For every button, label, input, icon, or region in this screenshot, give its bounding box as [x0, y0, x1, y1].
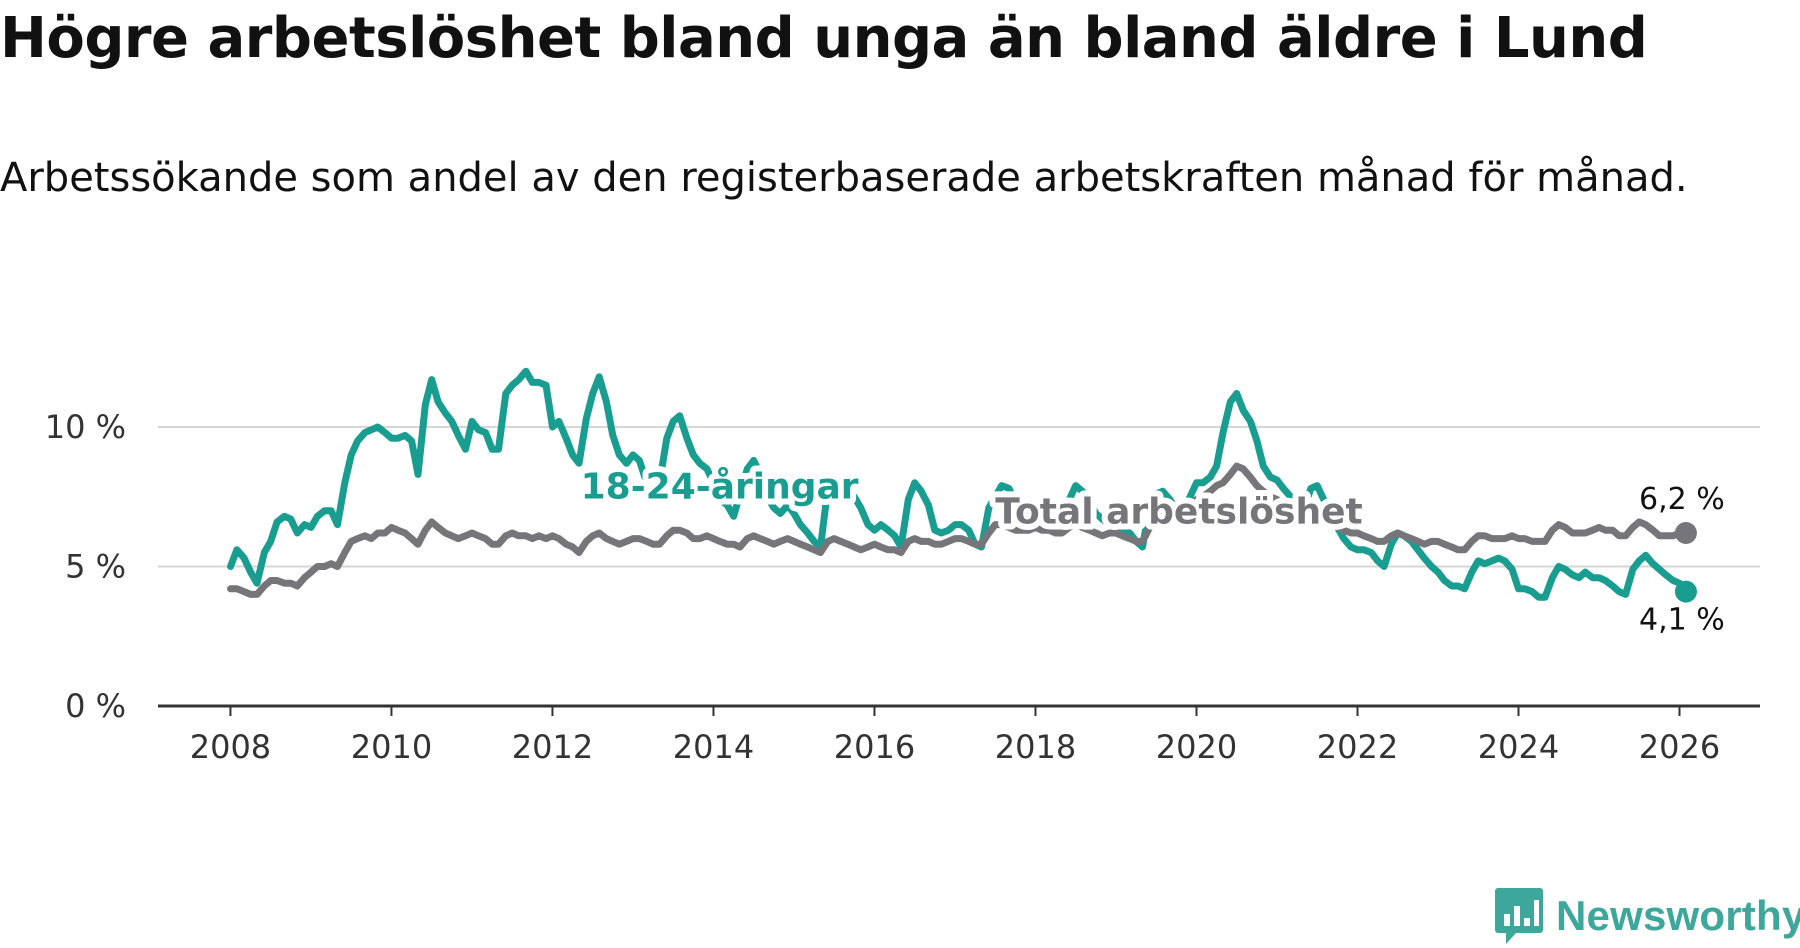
end-label-total: 6,2 %	[1639, 482, 1725, 517]
axes: 0 % 5 % 10 % 2008 2010 2012 2014 2016 2018 2020 20…	[45, 408, 1760, 766]
end-marker-youth	[1674, 580, 1697, 603]
x-tick-label: 2018	[995, 728, 1076, 766]
x-tick-label: 2024	[1478, 728, 1559, 766]
bar-chart-logo-icon	[1495, 888, 1543, 944]
y-tick-label: 10 %	[45, 408, 126, 446]
y-tick-label: 5 %	[65, 548, 126, 586]
x-tick-label: 2008	[190, 728, 271, 766]
end-label-youth: 4,1 %	[1639, 603, 1725, 638]
end-marker-total	[1674, 522, 1697, 545]
x-tick-label: 2014	[673, 728, 754, 766]
grid-lines	[158, 426, 1760, 568]
x-tick-label: 2020	[1156, 728, 1237, 766]
brand-name: Newsworthy	[1556, 892, 1800, 939]
x-tick-label: 2012	[512, 728, 593, 766]
series-label-youth: 18-24-åringar	[581, 467, 859, 508]
chart-subtitle: Arbetssökande som andel av den registerb…	[0, 155, 1688, 201]
x-tick-label: 2026	[1639, 728, 1720, 766]
series-lines	[227, 367, 1697, 603]
newsworthy-logo: Newsworthy	[1494, 886, 1800, 946]
series-line-youth	[227, 367, 1690, 601]
series-labels: 4,1 % 6,2 % 18-24-åringar Total arbetslöshe…	[575, 461, 1725, 638]
y-tick-label: 0 %	[65, 687, 126, 725]
x-tick-label: 2010	[351, 728, 432, 766]
x-tick-label: 2022	[1317, 728, 1398, 766]
series-line-total	[227, 462, 1690, 598]
x-tick-label: 2016	[834, 728, 915, 766]
chart-title: Högre arbetslöshet bland unga än bland ä…	[0, 6, 1648, 71]
series-label-total: Total arbetslöshet	[995, 492, 1363, 533]
